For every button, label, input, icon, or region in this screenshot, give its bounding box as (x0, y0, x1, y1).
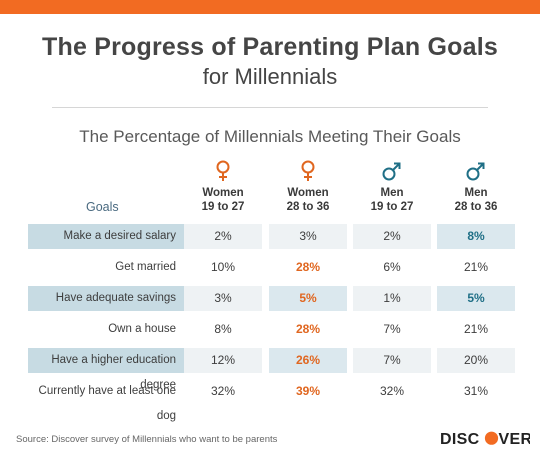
value-cell: 21% (463, 260, 489, 274)
value-cell: 2% (184, 224, 262, 249)
table-row: Own a house 8% 28% 7% 21% (28, 317, 516, 342)
table-subtitle: The Percentage of Millennials Meeting Th… (79, 127, 461, 146)
value-cell: 20% (437, 348, 515, 373)
female-symbol-icon (216, 160, 230, 181)
goal-label: Have a higher education degree (28, 348, 184, 391)
column-header-group: Men (380, 187, 404, 199)
top-accent-bar (0, 0, 540, 14)
male-symbol-icon (466, 162, 485, 181)
page-title-line2: for Millennials (202, 64, 338, 89)
table-row: Currently have at least one dog 32% 39% 32%… (28, 379, 516, 422)
male-symbol-icon (382, 162, 401, 181)
column-header-group: Women (202, 187, 244, 199)
value-cell: 28% (295, 260, 321, 274)
svg-text:DISC: DISC (440, 431, 480, 448)
value-cell: 8% (214, 322, 232, 336)
goal-label: Own a house (108, 323, 176, 335)
table-row: Get married 10% 28% 6% 21% (28, 255, 516, 280)
value-cell: 12% (184, 348, 262, 373)
column-header: Women 19 to 27 (183, 186, 263, 214)
discover-logo: DISC VER (440, 431, 531, 448)
value-cell: 2% (353, 224, 431, 249)
value-cell: 7% (353, 348, 431, 373)
goals-column-header: Goals (86, 200, 119, 214)
value-cell: 32% (210, 384, 236, 398)
table-row: Have adequate savings 3% 5% 1% 5% (28, 286, 516, 311)
value-cell: 28% (295, 322, 321, 336)
value-cell: 39% (295, 384, 321, 398)
female-symbol-icon (301, 160, 315, 181)
column-header: Men 19 to 27 (352, 186, 432, 214)
value-cell: 6% (383, 260, 401, 274)
column-header: Women 28 to 36 (268, 186, 348, 214)
page-title: The Progress of Parenting Plan Goals (42, 33, 498, 61)
value-cell: 5% (269, 286, 347, 311)
column-header-age: 19 to 27 (370, 201, 414, 213)
column-header: Men 28 to 36 (436, 186, 516, 214)
svg-text:VER: VER (499, 431, 531, 448)
value-cell: 3% (269, 224, 347, 249)
value-cell: 5% (437, 286, 515, 311)
value-cell: 26% (269, 348, 347, 373)
value-cell: 32% (379, 384, 405, 398)
table-row: Have a higher education degree 12% 26% 7% 20… (28, 348, 516, 391)
column-header-group: Men (464, 187, 488, 199)
value-cell: 7% (383, 322, 401, 336)
column-header-age: 28 to 36 (454, 201, 498, 213)
value-cell: 31% (463, 384, 489, 398)
table-row: Make a desired salary 2% 3% 2% 8% (28, 224, 516, 249)
value-cell: 8% (437, 224, 515, 249)
goal-label: Have adequate savings (28, 286, 184, 311)
goal-label: Currently have at least one dog (38, 385, 176, 422)
column-header-group: Women (287, 187, 329, 199)
value-cell: 3% (184, 286, 262, 311)
value-cell: 1% (353, 286, 431, 311)
column-header-age: 28 to 36 (286, 201, 330, 213)
goal-label: Get married (115, 261, 176, 273)
value-cell: 21% (463, 322, 489, 336)
value-cell: 10% (210, 260, 236, 274)
column-header-age: 19 to 27 (201, 201, 245, 213)
source-note: Source: Discover survey of Millennials w… (16, 434, 278, 445)
divider (52, 107, 488, 108)
goal-label: Make a desired salary (28, 224, 184, 249)
